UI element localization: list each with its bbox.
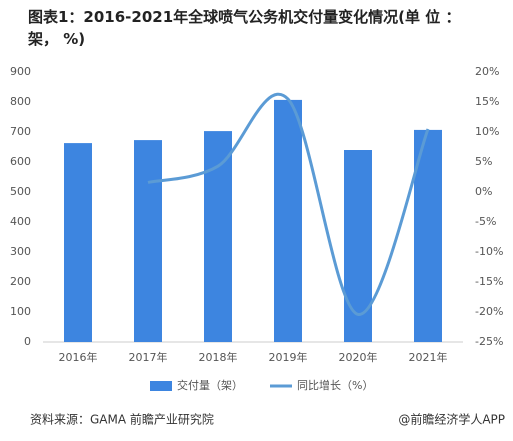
- legend-swatch: [150, 381, 172, 391]
- x-tick-label: 2018年: [199, 350, 238, 364]
- y-tick-label: 700: [10, 125, 31, 138]
- watermark: @前瞻经济学人APP: [398, 412, 505, 427]
- y-tick-label: 100: [10, 305, 31, 318]
- chart-title: 图表1：2016-2021年全球喷气公务机交付量变化情况(单 位 ：架， %): [28, 8, 461, 48]
- y2-tick-label: -15%: [475, 275, 503, 288]
- x-tick-label: 2017年: [129, 350, 168, 364]
- y-tick-label: 200: [10, 275, 31, 288]
- y2-tick-label: -20%: [475, 305, 503, 318]
- bar: [134, 140, 162, 342]
- legend-label: 交付量（架）: [177, 378, 243, 392]
- y-tick-label: 400: [10, 215, 31, 228]
- y2-tick-label: 20%: [475, 65, 499, 78]
- y2-tick-label: 15%: [475, 95, 499, 108]
- y2-tick-label: -10%: [475, 245, 503, 258]
- y2-tick-label: -25%: [475, 335, 503, 348]
- y-tick-label: 300: [10, 245, 31, 258]
- x-tick-label: 2020年: [339, 350, 378, 364]
- line: [147, 92, 430, 316]
- y-tick-label: 600: [10, 155, 31, 168]
- source: 资料来源：GAMA 前瞻产业研究院: [30, 412, 214, 427]
- y-tick-label: 500: [10, 185, 31, 198]
- bar: [274, 99, 302, 343]
- x-tick-label: 2021年: [409, 350, 448, 364]
- y2-tick-label: 0%: [475, 185, 492, 198]
- x-tick-label: 2019年: [269, 350, 308, 364]
- y2-tick-label: 10%: [475, 125, 499, 138]
- bar: [204, 131, 232, 342]
- legend-label: 同比增长（%）: [297, 378, 373, 392]
- y2-tick-label: 5%: [475, 155, 492, 168]
- y-tick-label: 800: [10, 95, 31, 108]
- y-tick-label: 900: [10, 65, 31, 78]
- y2-tick-label: -5%: [475, 215, 496, 228]
- bar: [64, 143, 92, 342]
- x-tick-label: 2016年: [59, 350, 98, 364]
- y-tick-label: 0: [24, 335, 31, 348]
